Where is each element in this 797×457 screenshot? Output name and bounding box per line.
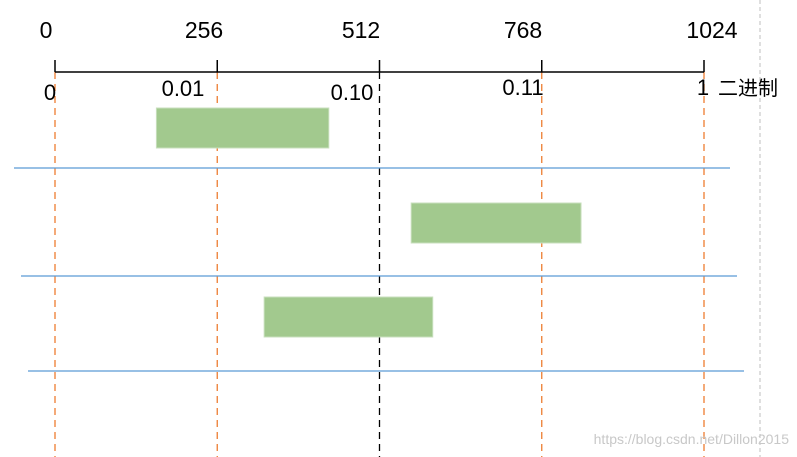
decimal-tick-label: 256 bbox=[185, 17, 223, 43]
interval-bar bbox=[410, 202, 582, 244]
guide-lines bbox=[54, 72, 705, 457]
binary-tick-label: 0 bbox=[44, 80, 56, 105]
number-axis bbox=[54, 60, 705, 73]
binary-tick-label: 0.10 bbox=[331, 80, 374, 105]
axis-ticks bbox=[54, 60, 705, 72]
binary-tick-label: 0.11 bbox=[502, 75, 543, 100]
interval-bars bbox=[155, 107, 582, 338]
binary-unit-label: 二进制 bbox=[718, 76, 778, 100]
decimal-tick-label: 1024 bbox=[686, 17, 737, 43]
interval-bar bbox=[263, 296, 434, 338]
decimal-tick-label: 0 bbox=[40, 17, 53, 43]
decimal-tick-label: 768 bbox=[504, 17, 542, 43]
watermark-text: https://blog.csdn.net/Dillon2015 bbox=[594, 431, 790, 447]
decimal-tick-label: 512 bbox=[342, 17, 380, 43]
interval-bar bbox=[155, 107, 330, 149]
binary-tick-label: 1 bbox=[697, 75, 709, 100]
binary-tick-label: 0.01 bbox=[162, 76, 205, 101]
